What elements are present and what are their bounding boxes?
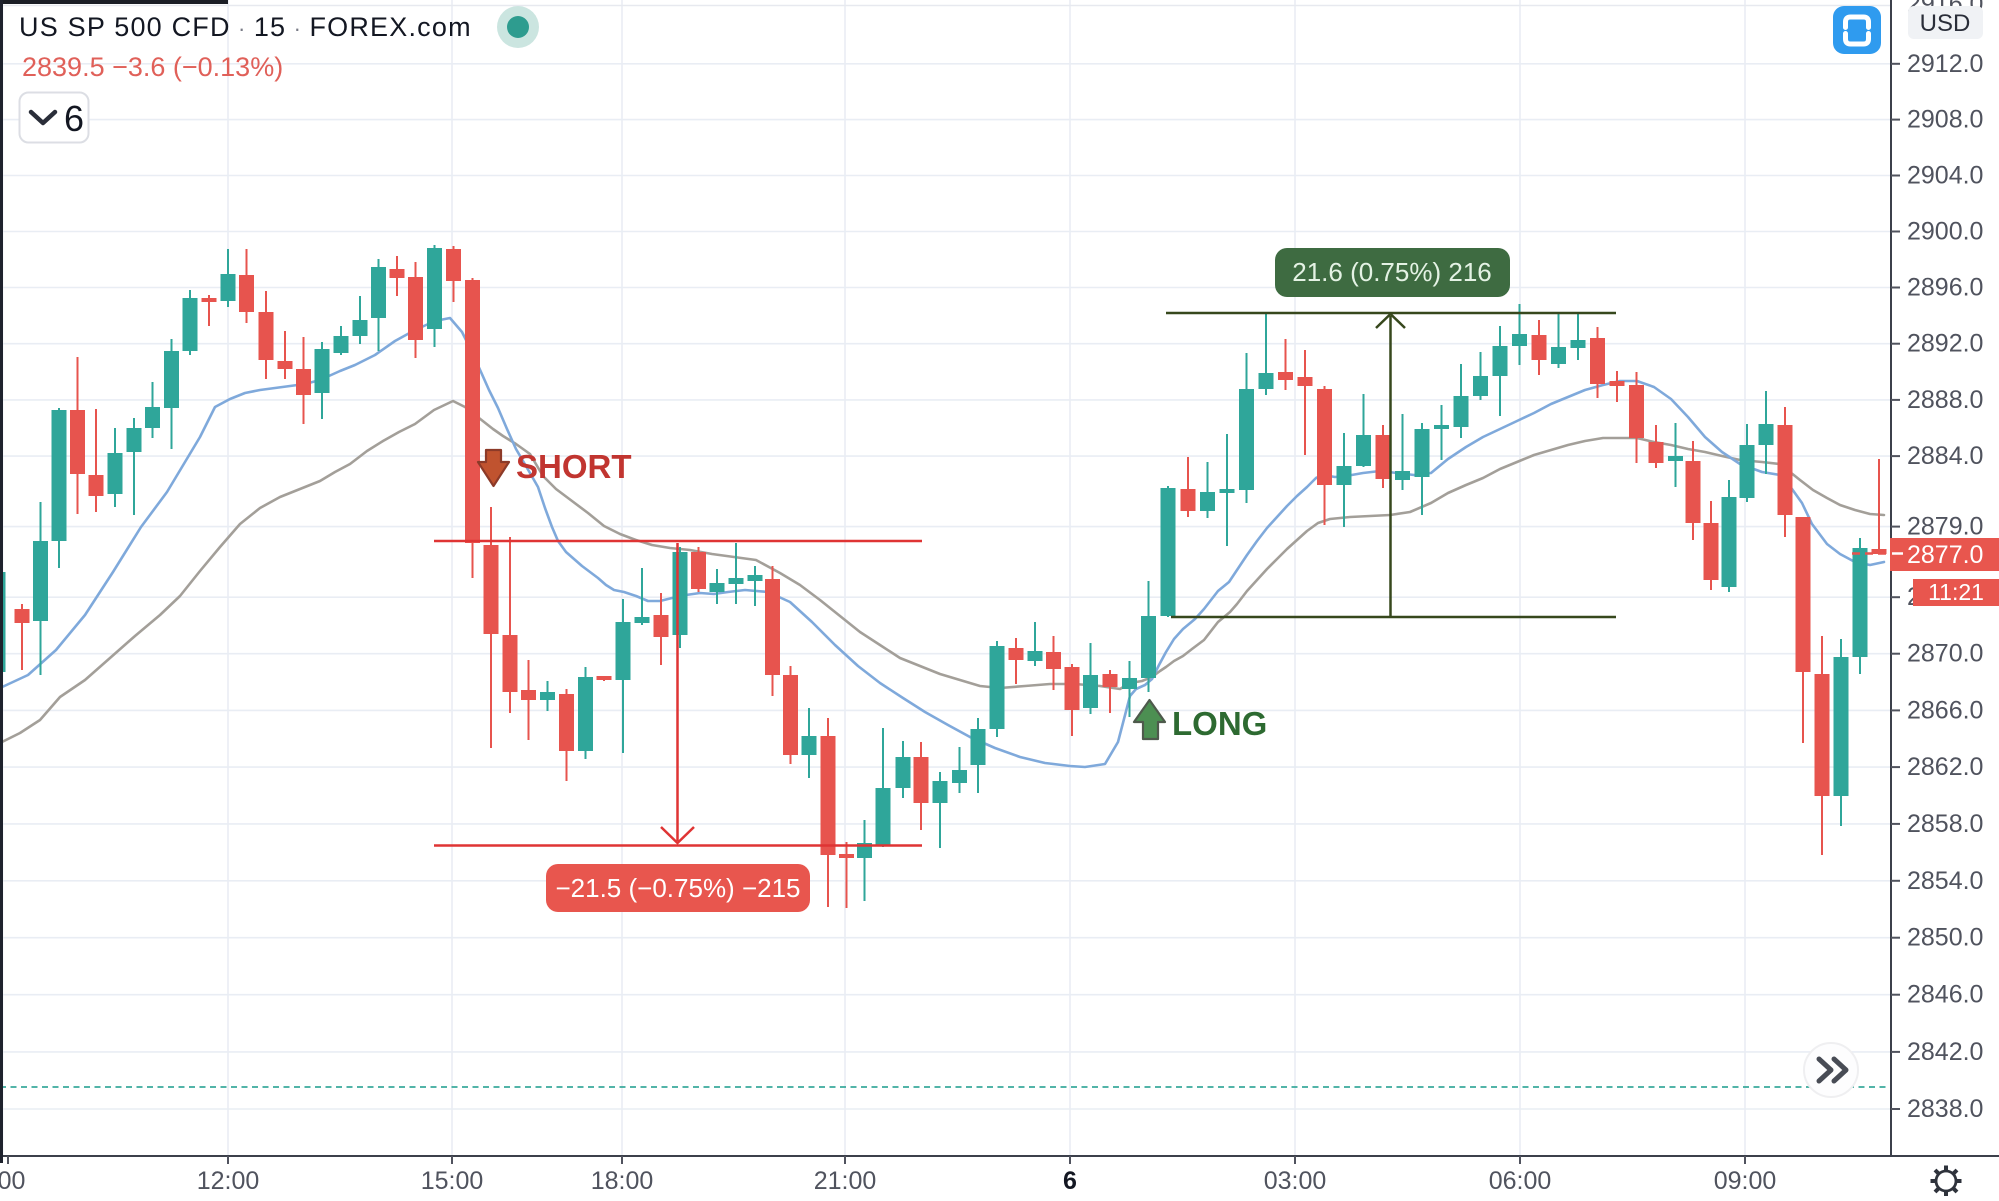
svg-text:2896.0: 2896.0	[1907, 274, 1983, 302]
svg-text:2842.0: 2842.0	[1907, 1038, 1983, 1066]
svg-text:6: 6	[64, 98, 84, 139]
svg-text:2908.0: 2908.0	[1907, 106, 1983, 134]
svg-text:2884.0: 2884.0	[1907, 442, 1983, 470]
svg-text:USD: USD	[1920, 10, 1971, 37]
svg-text:2846.0: 2846.0	[1907, 981, 1983, 1009]
svg-text:15:00: 15:00	[421, 1167, 484, 1195]
svg-text:2892.0: 2892.0	[1907, 330, 1983, 358]
svg-text:2839.5 −3.6 (−0.13%): 2839.5 −3.6 (−0.13%)	[22, 52, 283, 82]
svg-text:21:00: 21:00	[814, 1167, 877, 1195]
svg-text:2866.0: 2866.0	[1907, 696, 1983, 724]
svg-text:2850.0: 2850.0	[1907, 924, 1983, 952]
svg-text:−21.5 (−0.75%) −215: −21.5 (−0.75%) −215	[555, 873, 800, 903]
svg-text:2912.0: 2912.0	[1907, 50, 1983, 78]
svg-text:2879.0: 2879.0	[1907, 513, 1983, 541]
svg-text:2858.0: 2858.0	[1907, 810, 1983, 838]
svg-text::00: :00	[0, 1167, 25, 1195]
svg-text:2888.0: 2888.0	[1907, 386, 1983, 414]
svg-text:6: 6	[1063, 1167, 1077, 1195]
svg-text:03:00: 03:00	[1264, 1167, 1327, 1195]
svg-text:2870.0: 2870.0	[1907, 640, 1983, 668]
svg-text:18:00: 18:00	[591, 1167, 654, 1195]
svg-text:LONG: LONG	[1172, 705, 1267, 742]
svg-text:2862.0: 2862.0	[1907, 753, 1983, 781]
svg-text:2838.0: 2838.0	[1907, 1095, 1983, 1123]
svg-text:US SP 500 CFD · 15 · FOREX.com: US SP 500 CFD · 15 · FOREX.com	[19, 12, 472, 42]
svg-text:SHORT: SHORT	[516, 448, 632, 485]
svg-text:2877.0: 2877.0	[1907, 541, 1983, 569]
svg-text:2900.0: 2900.0	[1907, 218, 1983, 246]
svg-text:06:00: 06:00	[1489, 1167, 1552, 1195]
svg-text:21.6 (0.75%) 216: 21.6 (0.75%) 216	[1292, 257, 1491, 287]
svg-text:09:00: 09:00	[1714, 1167, 1777, 1195]
svg-text:11:21: 11:21	[1928, 579, 1984, 605]
svg-text:12:00: 12:00	[197, 1167, 260, 1195]
svg-text:2854.0: 2854.0	[1907, 867, 1983, 895]
svg-text:2904.0: 2904.0	[1907, 162, 1983, 190]
